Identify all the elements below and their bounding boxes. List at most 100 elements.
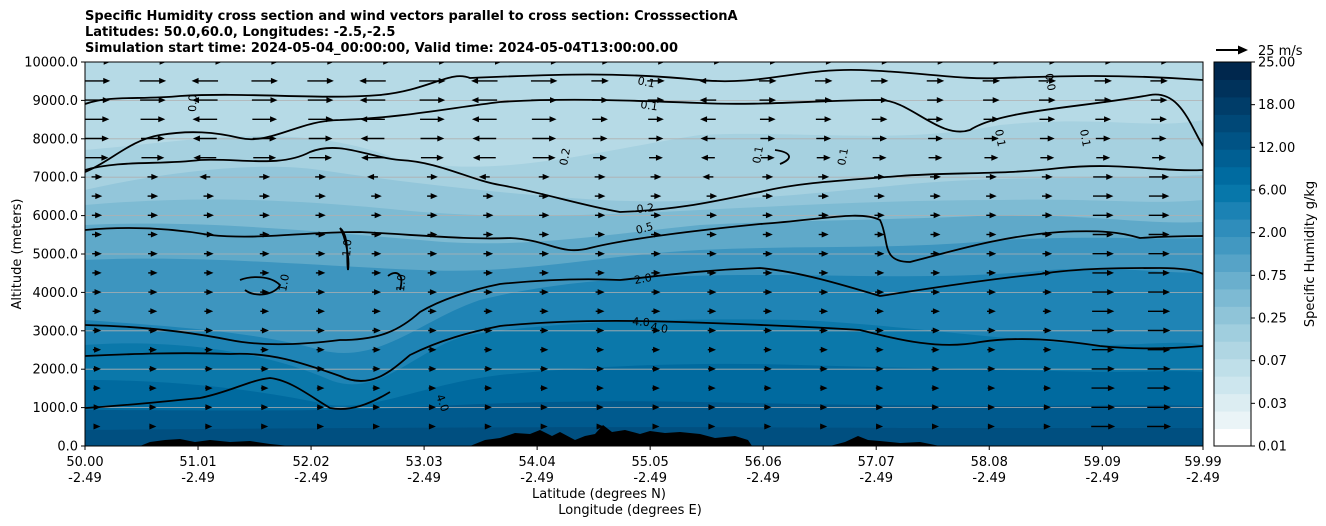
contour-label: 1.0 (276, 273, 292, 292)
wind-vector-head (1045, 193, 1053, 200)
x-axis-label-lon: Longitude (degrees E) (558, 503, 702, 518)
wind-vector-head (825, 97, 832, 104)
wind-vector-head (1108, 404, 1116, 411)
wind-vector-head (765, 250, 773, 257)
y-tick-label: 3000.0 (33, 324, 79, 339)
wind-vector-head (989, 193, 997, 200)
wind-vector-head (1162, 231, 1170, 238)
wind-vector-head (1103, 135, 1111, 142)
colorbar-segment (1214, 184, 1251, 203)
wind-vector-head (708, 404, 716, 411)
wind-vector-head (822, 193, 829, 200)
wind-vector-head (936, 97, 944, 104)
wind-vector-head (541, 385, 548, 392)
wind-vector-head (991, 154, 999, 161)
wind-vector-head (933, 231, 941, 238)
wind-vector-head (472, 135, 480, 142)
wind-vector-head (207, 193, 215, 200)
wind-vector-head (765, 327, 773, 334)
wind-vector-head (876, 346, 884, 353)
wind-vector-head (360, 116, 368, 123)
wind-vector-head (992, 97, 1000, 104)
wind-vector-head (263, 193, 270, 200)
wind-vector-head (877, 231, 885, 238)
wind-vector-head (932, 365, 940, 372)
wind-vector-head (710, 212, 718, 219)
wind-vector-head (261, 365, 269, 372)
wind-vector-head (484, 423, 492, 430)
wind-vector-head (765, 231, 773, 238)
wind-vector-head (1048, 116, 1056, 123)
colorbar-tick-label: 0.25 (1258, 312, 1287, 327)
wind-vector-head (770, 40, 777, 46)
contour-0.1-lower (85, 93, 1203, 173)
wind-vector-head (192, 135, 200, 142)
wind-vector-head (94, 250, 102, 257)
wind-vector-head (769, 97, 777, 104)
wind-vector-head (765, 289, 773, 296)
wind-vector-head (430, 231, 438, 238)
colorbar-tick-label: 0.75 (1258, 269, 1287, 284)
wind-vector-head (269, 135, 277, 142)
wind-vector-head (766, 173, 774, 180)
wind-vector-head (708, 423, 716, 430)
wind-vector-head (373, 385, 381, 392)
terrain (140, 425, 940, 446)
colorbar-segment (1214, 114, 1251, 133)
wind-vector-head (989, 173, 997, 180)
wind-vector-head (654, 212, 662, 219)
wind-vector-head (318, 212, 326, 219)
wind-vector-head (429, 289, 437, 296)
wind-vector-head (215, 62, 222, 65)
wind-vector-head (150, 346, 157, 353)
wind-vector-head (765, 308, 773, 315)
wind-vector-head (373, 308, 381, 315)
colorbar-tick-label: 25.00 (1258, 56, 1295, 71)
wind-vector-head (199, 173, 207, 180)
contour-label: 0.1 (750, 145, 766, 164)
wind-vector-head (993, 77, 1001, 84)
contour-0.2 (85, 147, 1203, 213)
quiver-key-label: 25 m/s (1258, 44, 1303, 59)
wind-vector-head (430, 193, 438, 200)
wind-vector-head (825, 77, 833, 84)
wind-vector-head (820, 346, 828, 353)
wind-vector-head (191, 40, 198, 46)
wind-vector-head (157, 135, 165, 142)
wind-vector-head (205, 365, 213, 372)
colorbar-segment (1214, 306, 1251, 325)
wind-vector-head (485, 346, 493, 353)
wind-vector-head (429, 365, 437, 372)
wind-vector-head (206, 308, 214, 315)
wind-vector-head (822, 173, 830, 180)
wind-vector-head (821, 250, 829, 257)
wind-vector-head (764, 423, 772, 430)
contour-1.0-a (339, 227, 350, 271)
wind-vector-head (653, 269, 661, 276)
colorbar-ticks: 0.01 0.03 0.07 0.25 0.75 2.00 6.00 12.00 18.00 25… (1251, 56, 1295, 455)
wind-vector-head (262, 269, 270, 276)
wind-vector-head (429, 346, 437, 353)
x-tick-label-lat: 51.01 (179, 455, 216, 470)
wind-vector-head (374, 269, 382, 276)
wind-vector-head (540, 423, 548, 430)
colorbar-segment (1214, 236, 1251, 255)
wind-vector-head (359, 97, 367, 104)
x-tick-label-lon: -2.49 (633, 471, 667, 486)
wind-vector-head (262, 212, 270, 219)
wind-vector-head (876, 423, 884, 430)
wind-vector-head (150, 250, 158, 257)
colorbar-segment (1214, 149, 1251, 168)
wind-vector-head (1047, 135, 1055, 142)
colorbar-tick-label: 0.01 (1258, 440, 1287, 455)
x-tick-label-lat: 55.05 (632, 455, 669, 470)
wind-vector-head (150, 269, 158, 276)
wind-vector-head (820, 385, 828, 392)
wind-vector-head (159, 77, 167, 84)
wind-vector-head (654, 173, 662, 180)
contour-2.0 (85, 267, 1203, 346)
wind-vector-head (151, 173, 159, 180)
wind-vector-head (103, 77, 111, 84)
x-tick-label-lon: -2.49 (181, 471, 215, 486)
